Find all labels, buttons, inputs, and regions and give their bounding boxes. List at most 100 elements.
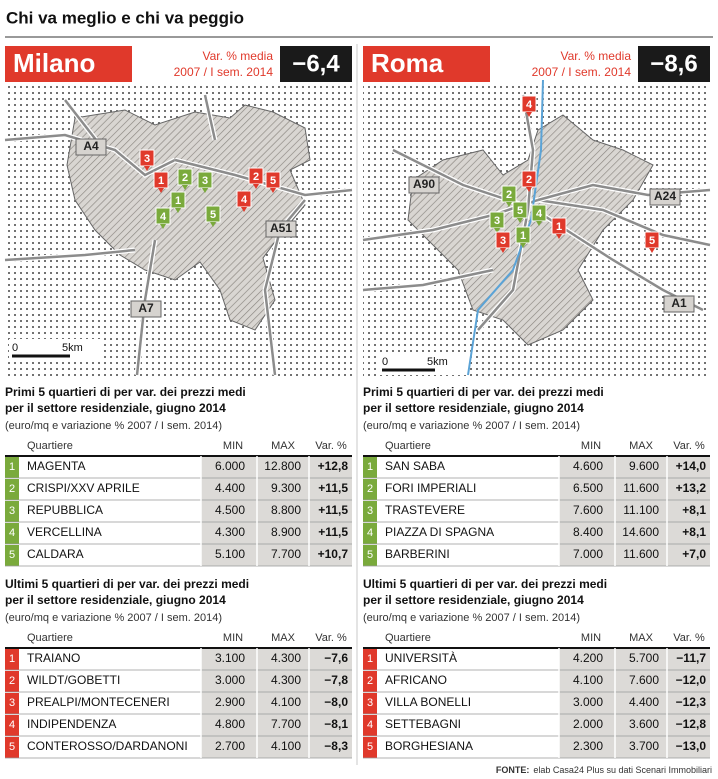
table-title: per il settore residenziale, giugno 2014 bbox=[5, 401, 226, 415]
max-value: 11.600 bbox=[623, 481, 659, 495]
district-name: UNIVERSITÀ bbox=[385, 650, 457, 665]
rank-cell bbox=[5, 457, 19, 478]
marker-pin bbox=[506, 202, 512, 207]
column-header: Var. % bbox=[315, 632, 347, 644]
var-value-cell: −7,8 bbox=[324, 673, 348, 687]
var-value: −8,6 bbox=[650, 50, 697, 77]
column-header: Quartiere bbox=[385, 440, 431, 452]
marker-pin bbox=[182, 185, 188, 190]
marker-label: 5 bbox=[517, 205, 523, 217]
marker-label: 3 bbox=[494, 215, 500, 227]
marker-label: 1 bbox=[158, 175, 164, 187]
rank-cell bbox=[5, 737, 19, 758]
marker-label: 3 bbox=[144, 153, 150, 165]
rank-cell bbox=[5, 523, 19, 544]
marker-label: 4 bbox=[241, 194, 248, 206]
marker-pin bbox=[536, 221, 542, 226]
column-header: MAX bbox=[629, 632, 654, 644]
marker-label: 5 bbox=[270, 175, 276, 187]
rank-label: 2 bbox=[367, 675, 373, 687]
table-title: Primi 5 quartieri di per var. dei prezzi… bbox=[363, 385, 604, 399]
road bbox=[64, 99, 101, 146]
rank-cell bbox=[363, 693, 377, 714]
var-value-cell: +11,5 bbox=[318, 525, 348, 539]
marker-pin bbox=[253, 184, 259, 189]
road-label-box bbox=[408, 176, 440, 194]
var-value-cell: −7,6 bbox=[324, 651, 348, 665]
rank-label: 3 bbox=[9, 697, 15, 709]
column-header: MIN bbox=[223, 632, 243, 644]
district-name: SAN SABA bbox=[385, 459, 445, 473]
var-value-cell: +13,2 bbox=[676, 481, 707, 495]
var-value-cell: −8,3 bbox=[324, 739, 348, 753]
table-note: (euro/mq e variazione % 2007 / I sem. 20… bbox=[363, 420, 580, 432]
min-value: 2.700 bbox=[215, 739, 245, 753]
rank-cell bbox=[5, 693, 19, 714]
marker-pin bbox=[144, 166, 150, 171]
marker-pin bbox=[160, 224, 166, 229]
road bbox=[362, 268, 494, 292]
marker-label: 4 bbox=[526, 99, 533, 111]
min-value: 6.000 bbox=[215, 459, 245, 473]
table-title: Primi 5 quartieri di per var. dei prezzi… bbox=[5, 385, 246, 399]
var-value: −6,4 bbox=[292, 50, 340, 77]
var-value-cell: +8,1 bbox=[682, 525, 706, 539]
min-value: 6.500 bbox=[573, 481, 603, 495]
column-header: MAX bbox=[271, 632, 296, 644]
max-value: 5.700 bbox=[629, 651, 659, 665]
marker-label: 2 bbox=[506, 189, 512, 201]
rank-cell bbox=[363, 457, 377, 478]
var-value-cell: −12,3 bbox=[676, 695, 707, 709]
column-header: MIN bbox=[223, 440, 243, 452]
table-note: (euro/mq e variazione % 2007 / I sem. 20… bbox=[363, 612, 580, 624]
source-text: elab Casa24 Plus su dati Scenari Immobil… bbox=[533, 765, 712, 775]
rank-label: 3 bbox=[367, 505, 373, 517]
rank-label: 2 bbox=[9, 675, 15, 687]
marker-label: 3 bbox=[500, 235, 506, 247]
min-value: 8.400 bbox=[573, 525, 603, 539]
road bbox=[4, 248, 136, 262]
marker-label: 1 bbox=[175, 195, 181, 207]
column-header: Var. % bbox=[673, 632, 705, 644]
district-name: TRAIANO bbox=[27, 651, 80, 665]
road-label: A24 bbox=[654, 189, 676, 203]
var-value-cell: +8,1 bbox=[682, 503, 706, 517]
marker-pin bbox=[526, 112, 532, 117]
road bbox=[477, 94, 535, 331]
rank-label: 4 bbox=[9, 527, 15, 539]
min-value: 4.300 bbox=[215, 525, 245, 539]
table-title: Ultimi 5 quartieri di per var. dei prezz… bbox=[363, 577, 607, 591]
column-header: Var. % bbox=[315, 440, 347, 452]
var-value-cell: −13,0 bbox=[676, 739, 707, 753]
rank-label: 2 bbox=[9, 483, 15, 495]
max-value: 8.800 bbox=[271, 503, 301, 517]
rank-cell bbox=[363, 523, 377, 544]
var-value-cell: −8,1 bbox=[324, 717, 348, 731]
max-value: 4.100 bbox=[271, 739, 301, 753]
var-value-cell: −12,0 bbox=[676, 673, 707, 687]
rank-label: 1 bbox=[9, 653, 15, 665]
value-area bbox=[201, 456, 352, 566]
min-value: 2.000 bbox=[573, 717, 603, 731]
marker-pin bbox=[520, 243, 526, 248]
table-title: per il settore residenziale, giugno 2014 bbox=[5, 593, 226, 607]
table-title: per il settore residenziale, giugno 2014 bbox=[363, 401, 584, 415]
rank-cell bbox=[5, 671, 19, 692]
marker-label: 2 bbox=[182, 172, 188, 184]
district-name: SETTEBAGNI bbox=[385, 717, 461, 731]
marker-label: 2 bbox=[526, 174, 532, 186]
column-header: MIN bbox=[581, 440, 601, 452]
min-value: 7.000 bbox=[573, 547, 603, 561]
min-value: 4.400 bbox=[215, 481, 245, 495]
column-header: Var. % bbox=[673, 440, 705, 452]
max-value: 4.100 bbox=[271, 695, 301, 709]
district-name: VILLA BONELLI bbox=[385, 695, 471, 709]
district-name: PREALPI/MONTECENERI bbox=[27, 695, 170, 709]
var-box bbox=[638, 46, 710, 82]
marker-label: 3 bbox=[202, 175, 208, 187]
max-value: 4.300 bbox=[271, 673, 301, 687]
district-name: PIAZZA DI SPAGNA bbox=[385, 525, 494, 539]
rank-cell bbox=[5, 715, 19, 736]
road-label: A90 bbox=[413, 177, 435, 191]
marker-label: 1 bbox=[556, 221, 562, 233]
